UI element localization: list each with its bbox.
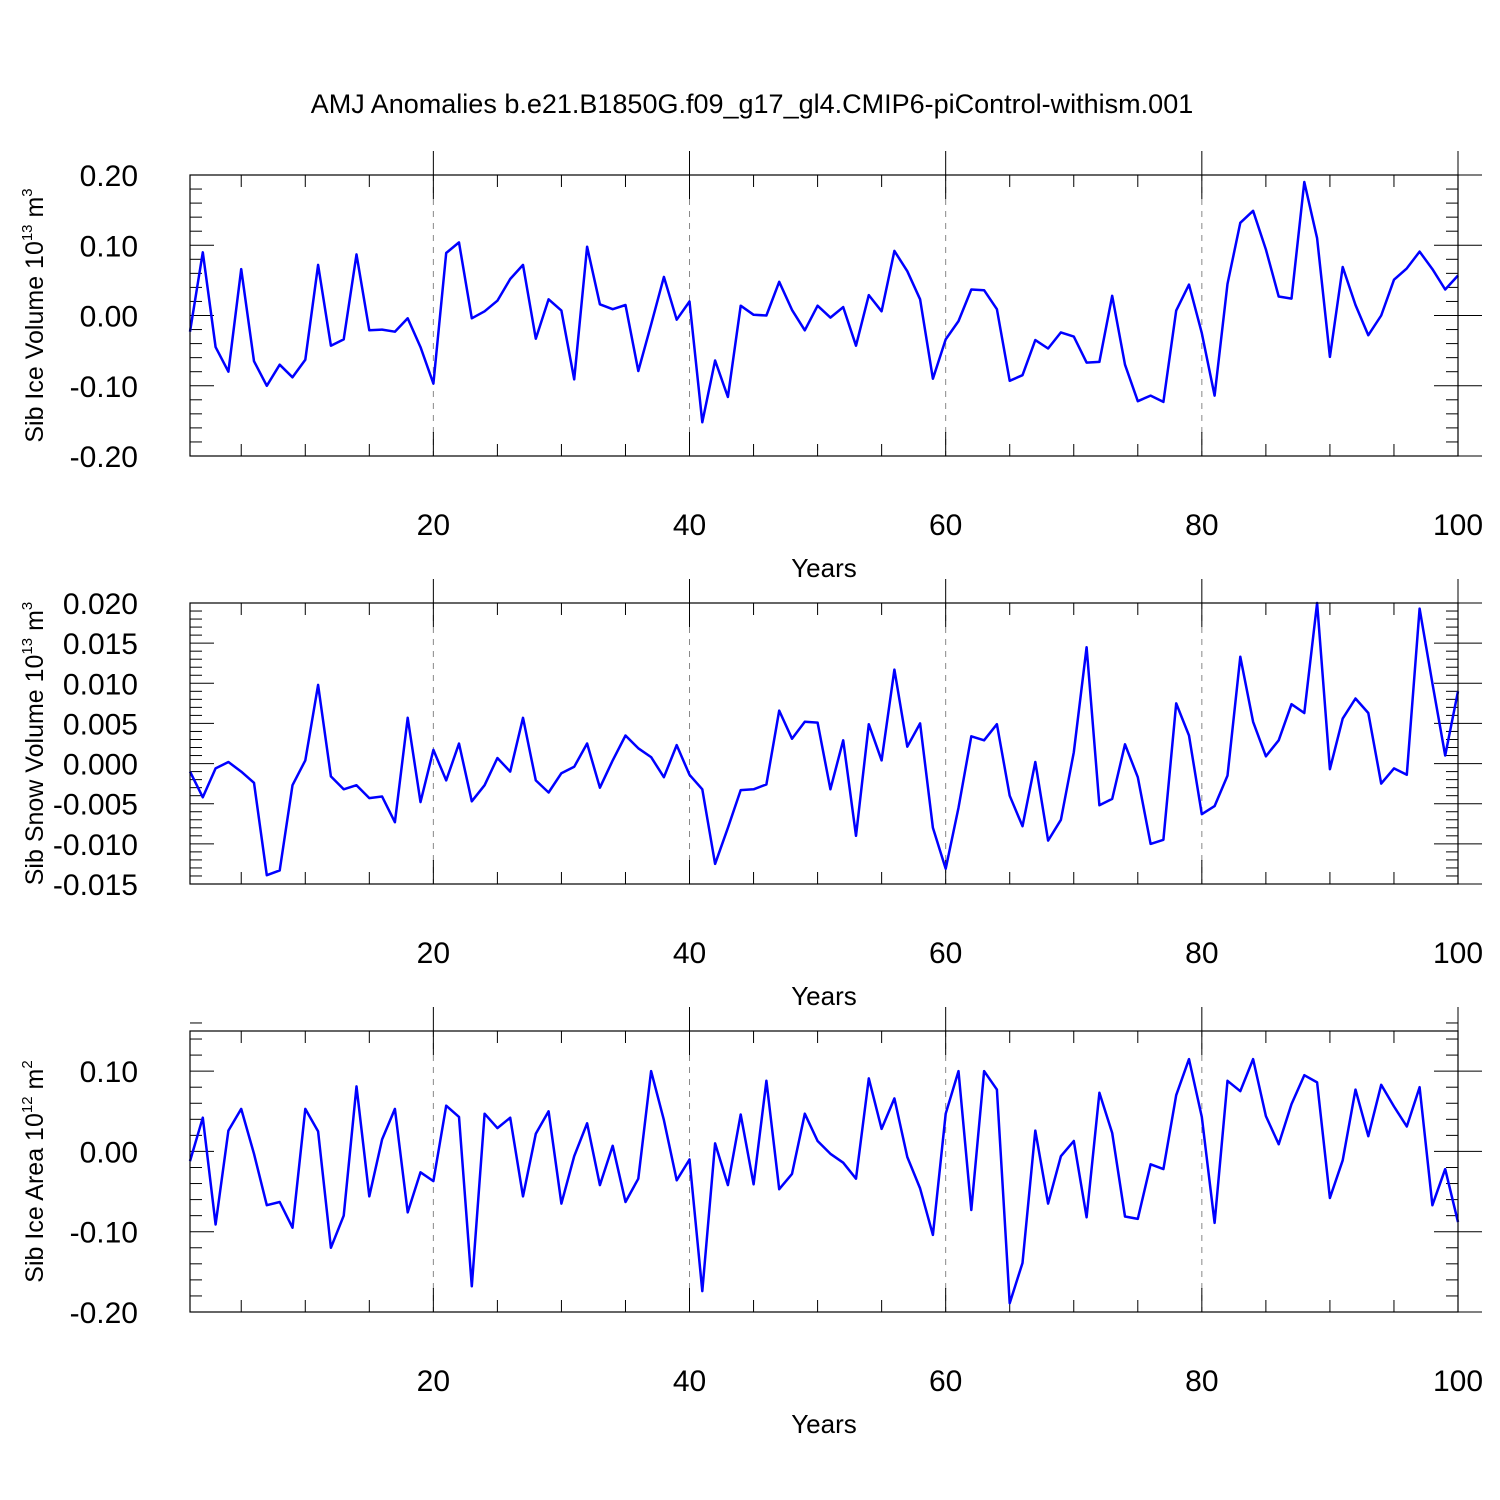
y-axis-label-unit-exponent: 2 bbox=[19, 1060, 36, 1068]
x-tick-label: 60 bbox=[929, 509, 962, 542]
x-tick-label: 40 bbox=[673, 937, 706, 970]
x-axis-label: Years bbox=[791, 553, 857, 583]
y-axis-label-base: Sib Ice Volume 10 bbox=[21, 241, 49, 443]
plot-frame bbox=[189, 602, 1459, 885]
y-tick-label: 0.10 bbox=[80, 230, 138, 263]
x-tick-label: 80 bbox=[1185, 937, 1218, 970]
plot-frame bbox=[189, 174, 1459, 457]
x-tick-label: 100 bbox=[1433, 1365, 1483, 1398]
y-tick-label: 0.015 bbox=[63, 628, 138, 661]
x-tick-label: 20 bbox=[417, 509, 450, 542]
y-axis-label-exponent: 13 bbox=[19, 224, 36, 241]
y-tick-label: -0.005 bbox=[53, 789, 138, 822]
y-tick-label: -0.10 bbox=[70, 1217, 138, 1250]
x-axis-label: Years bbox=[791, 981, 857, 1011]
y-tick-label: 0.10 bbox=[80, 1056, 138, 1089]
y-tick-label: 0.020 bbox=[63, 588, 138, 621]
y-axis-label-unit-exponent: 3 bbox=[19, 602, 36, 610]
x-tick-label: 100 bbox=[1433, 509, 1483, 542]
panel-1: -0.20 -0.10 0.00 0.10 0.20 20 40 60 80 100 Years Si… bbox=[19, 151, 1483, 583]
figure-title: AMJ Anomalies b.e21.B1850G.f09_g17_gl4.C… bbox=[311, 89, 1193, 119]
y-axis-label: Sib Ice Area 1012 m2 bbox=[19, 1060, 49, 1282]
y-tick-label: 0.00 bbox=[80, 1136, 138, 1169]
series-line bbox=[188, 180, 1459, 424]
y-tick-label: -0.10 bbox=[70, 371, 138, 404]
y-tick-label: 0.00 bbox=[80, 301, 138, 334]
panel-3: -0.20 -0.10 0.00 0.10 20 40 60 80 100 Years Sib Ic… bbox=[19, 1007, 1483, 1439]
y-tick-label: 0.000 bbox=[63, 749, 138, 782]
series-line bbox=[188, 1057, 1460, 1305]
x-tick-label: 40 bbox=[673, 509, 706, 542]
y-axis-label-base: Sib Ice Area 10 bbox=[21, 1113, 49, 1283]
x-tick-label: 20 bbox=[417, 1365, 450, 1398]
plot-frame bbox=[189, 1030, 1459, 1313]
y-axis-label-unit: m bbox=[21, 1069, 49, 1097]
y-axis-label-base: Sib Snow Volume 10 bbox=[21, 655, 49, 886]
x-tick-label: 60 bbox=[929, 1365, 962, 1398]
y-axis-label-unit: m bbox=[21, 610, 49, 638]
y-axis-label: Sib Ice Volume 1013 m3 bbox=[19, 188, 49, 442]
y-axis-label-exponent: 12 bbox=[19, 1096, 36, 1113]
y-tick-label: -0.20 bbox=[70, 441, 138, 474]
y-tick-label: -0.010 bbox=[53, 829, 138, 862]
y-axis-label: Sib Snow Volume 1013 m3 bbox=[19, 602, 49, 886]
y-axis-label-exponent: 13 bbox=[19, 638, 36, 655]
x-tick-label: 40 bbox=[673, 1365, 706, 1398]
series-line bbox=[188, 601, 1460, 877]
y-tick-label: 0.010 bbox=[63, 668, 138, 701]
x-tick-label: 80 bbox=[1185, 1365, 1218, 1398]
panel-2: -0.015 -0.010 -0.005 0.000 0.005 0.010 0.015 0.… bbox=[19, 579, 1483, 1011]
y-axis-label-unit-exponent: 3 bbox=[19, 188, 36, 196]
y-tick-label: -0.015 bbox=[53, 869, 138, 902]
x-axis-label: Years bbox=[791, 1409, 857, 1439]
y-tick-label: 0.005 bbox=[63, 708, 138, 741]
y-axis-label-unit: m bbox=[21, 197, 49, 225]
y-tick-label: -0.20 bbox=[70, 1297, 138, 1330]
x-tick-label: 60 bbox=[929, 937, 962, 970]
x-tick-label: 80 bbox=[1185, 509, 1218, 542]
y-tick-label: 0.20 bbox=[80, 160, 138, 193]
x-tick-label: 20 bbox=[417, 937, 450, 970]
x-tick-label: 100 bbox=[1433, 937, 1483, 970]
